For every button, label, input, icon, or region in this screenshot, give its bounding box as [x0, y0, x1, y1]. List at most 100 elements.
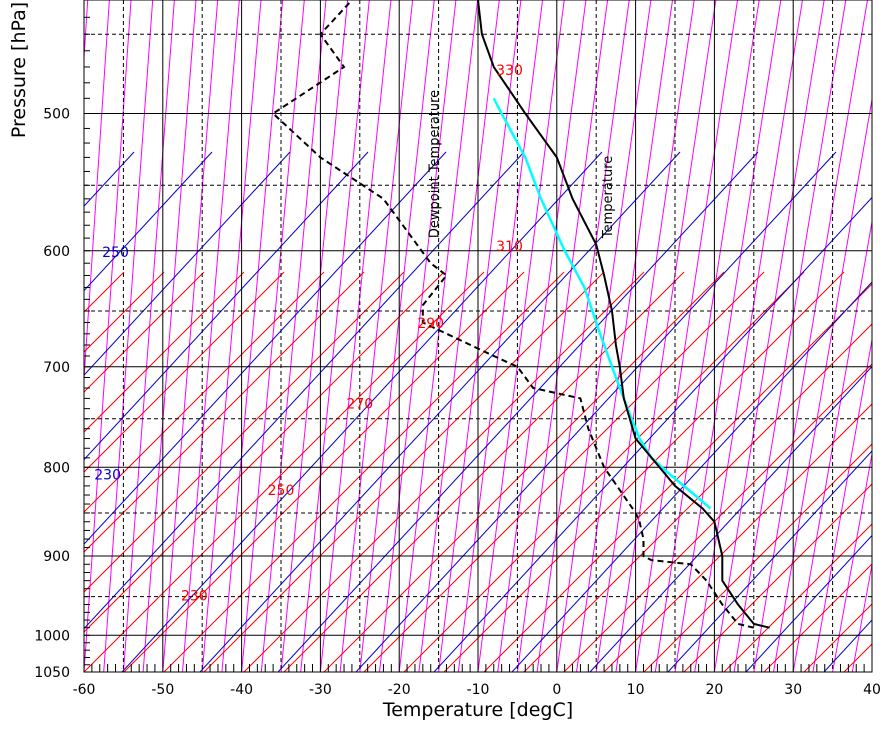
isotherm-line	[84, 0, 89, 66]
y-tick-label: 900	[43, 549, 70, 565]
dry-adiabat-label: 250	[268, 483, 295, 499]
isotherm-line	[753, 0, 868, 672]
plot-area: Temperature Dewpoint Temperature 330 310 290…	[0, 0, 891, 672]
dry-adiabat-line	[403, 271, 805, 672]
y-tick-label: 500	[43, 107, 70, 123]
isotherm-line	[359, 0, 435, 672]
temperature-curve-label: Temperature	[601, 156, 616, 239]
dry-adiabat-label: 330	[496, 63, 523, 79]
moist-adiabat-line	[84, 151, 213, 292]
isotherm-line	[871, 669, 872, 672]
moist-adiabat-line	[0, 152, 56, 672]
isotherm-line	[25, 0, 66, 672]
y-tick-label: 700	[43, 360, 70, 376]
moist-adiabat-line	[121, 151, 603, 672]
isotherm-line	[260, 0, 327, 672]
moist-adiabat-line	[199, 151, 681, 672]
x-tick-label: 0	[552, 682, 561, 698]
isotherm-line	[319, 0, 392, 672]
dry-adiabat-label: 270	[346, 397, 373, 413]
dry-adiabat-line	[643, 443, 872, 672]
isotherm-line	[832, 451, 872, 672]
y-tick-label: 800	[43, 460, 70, 476]
x-tick-label: -60	[73, 682, 96, 698]
dry-adiabat-line	[243, 271, 645, 672]
isotherm-line	[654, 0, 760, 672]
dry-adiabat-line	[363, 271, 765, 672]
dry-adiabat-line	[523, 323, 872, 672]
temperature-curve	[477, 0, 770, 629]
moist-adiabat-line	[84, 151, 369, 461]
moist-adiabat-line	[84, 151, 135, 207]
dry-adiabat-label: 230	[181, 589, 208, 605]
moist-adiabat-line	[355, 151, 837, 672]
dry-adiabat-line	[84, 271, 405, 593]
x-tick-label: 30	[784, 682, 802, 698]
isotherm-line	[438, 0, 522, 672]
dewpoint-curve-label: Dewpoint Temperature	[428, 90, 443, 238]
isotherm-line	[536, 0, 630, 672]
isotherm-line	[84, 0, 110, 386]
isotherm-line	[516, 0, 609, 672]
dry-adiabat-line	[323, 271, 725, 672]
isotherm-line	[280, 0, 349, 672]
isotherm-line	[84, 0, 132, 672]
isotherm-line	[201, 0, 262, 672]
dry-adiabat-line	[884, 272, 891, 672]
dry-adiabat-line	[283, 271, 685, 672]
dry-adiabat-line	[603, 403, 872, 672]
moist-adiabat-label: 230	[94, 467, 121, 483]
y-tick-label: 1000	[34, 628, 70, 644]
x-tick-label: -40	[230, 682, 253, 698]
x-tick-label: -50	[151, 682, 174, 698]
moist-adiabat-line	[84, 151, 525, 630]
isotherm-line	[142, 0, 197, 672]
x-axis: -60 -50 -40 -30 -20 -10 0 10 20 30 40	[73, 664, 881, 698]
dry-adiabat-line	[0, 272, 4, 672]
moist-adiabat-line	[589, 365, 872, 672]
isotherm-line	[418, 0, 500, 672]
dry-adiabat-line	[763, 563, 872, 672]
plot-frame	[83, 0, 873, 673]
isotherm-line	[182, 0, 240, 672]
isotherm-line	[339, 0, 414, 672]
dry-adiabat-line	[84, 271, 485, 672]
x-tick-label: -30	[309, 682, 332, 698]
isotherm-line	[477, 0, 565, 672]
moist-adiabat-line	[277, 151, 759, 672]
moist-adiabat-label: 250	[102, 245, 129, 261]
moist-adiabat-line	[667, 450, 872, 672]
isotherm-line	[122, 0, 175, 672]
dry-adiabat-label: 290	[417, 316, 444, 332]
dry-adiabat-line	[443, 271, 845, 672]
dry-adiabat-label: 310	[496, 239, 523, 255]
isotherm-line	[792, 218, 872, 672]
isotherm-line	[733, 0, 847, 672]
isotherm-line	[221, 0, 284, 672]
isotherm-line	[576, 0, 674, 672]
isotherm-line	[497, 0, 587, 672]
isotherm-line	[241, 0, 305, 672]
x-axis-title: Temperature [degC]	[382, 699, 573, 721]
dry-adiabat-line	[84, 271, 445, 633]
isotherm-line	[595, 0, 695, 672]
dry-adiabat-line	[84, 271, 205, 393]
dry-adiabat-line	[563, 363, 872, 672]
y-axis: 500 600 700 800 900 1000 1050	[34, 16, 90, 681]
isotherm-line	[674, 0, 782, 672]
dry-adiabat-line	[723, 523, 872, 672]
dry-adiabat-line	[163, 271, 565, 672]
y-tick-label: 600	[43, 244, 70, 260]
dry-adiabat-line	[803, 603, 872, 672]
dry-adiabat-line	[843, 643, 872, 672]
parcel-curve	[492, 97, 712, 510]
dry-adiabat-line	[84, 271, 245, 433]
moist-adiabat-line	[823, 619, 872, 672]
isotherm-line	[103, 0, 154, 672]
dry-adiabat-line	[84, 271, 285, 473]
x-tick-label: -10	[467, 682, 490, 698]
moist-adiabat-line	[745, 534, 872, 672]
dry-adiabat-line	[84, 271, 165, 353]
moist-adiabat-line	[84, 151, 447, 545]
